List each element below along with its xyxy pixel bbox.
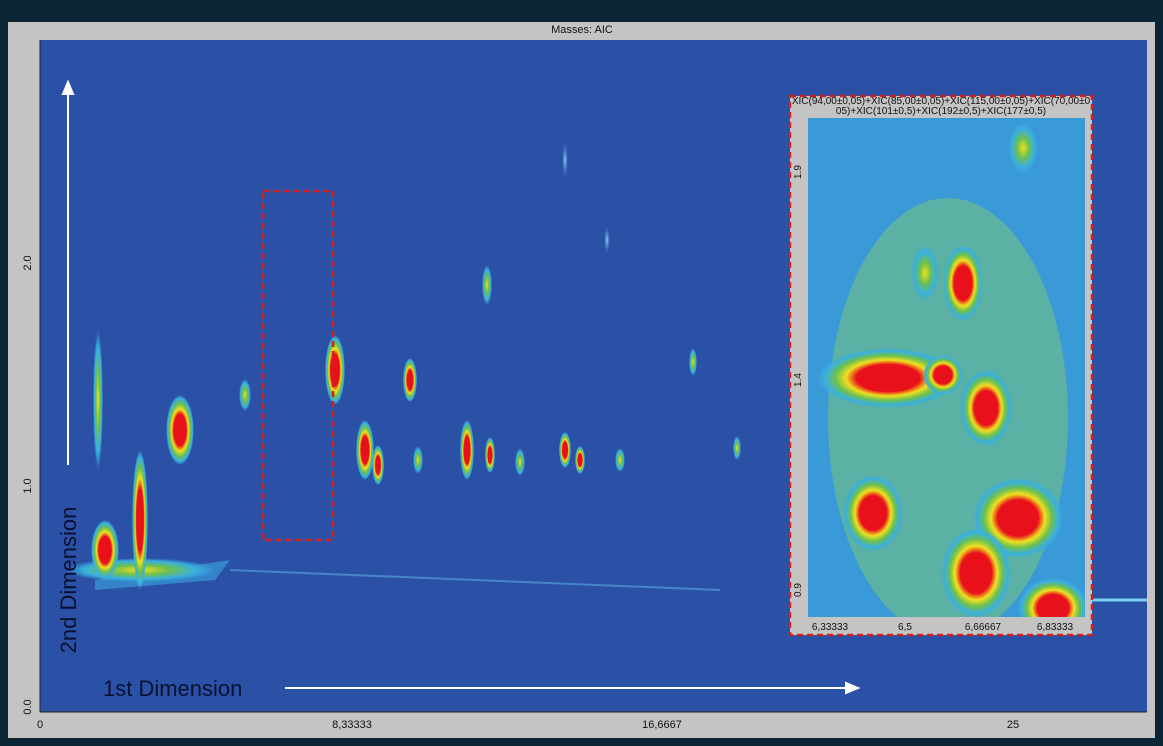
- x-tick-label: 0: [37, 719, 43, 731]
- x-tick-label: 16,6667: [642, 719, 682, 731]
- y-axis-label: 2nd Dimension: [56, 507, 81, 654]
- inset-y-tick-label: 1.9: [793, 165, 804, 179]
- inset-plot: [808, 118, 1088, 638]
- inset: XIC(94,00±0,05)+XIC(85,00±0,05)+XIC(115,…: [790, 96, 1092, 638]
- x-tick-label: 8,33333: [332, 719, 372, 731]
- inset-x-tick-label: 6,66667: [965, 622, 1002, 633]
- inset-y-tick-label: 0.9: [793, 583, 804, 597]
- y-tick-label: 1.0: [22, 478, 34, 493]
- x-axis-label: 1st Dimension: [103, 676, 242, 701]
- plot-title: Masses: AIC: [551, 24, 613, 36]
- inset-x-tick-label: 6,5: [898, 622, 912, 633]
- inset-x-tick-label: 6,83333: [1037, 622, 1074, 633]
- x-tick-label: 25: [1007, 719, 1019, 731]
- inset-x-tick-label: 6,33333: [812, 622, 849, 633]
- y-tick-label: 0.0: [22, 699, 34, 714]
- inset-y-tick-label: 1.4: [793, 373, 804, 387]
- screenshot: Masses: AIC 0 8,33333 16,6667 25 0.0 1.0…: [0, 0, 1163, 746]
- inset-title: 05)+XIC(101±0,5)+XIC(192±0,5)+XIC(177±0,…: [836, 106, 1046, 117]
- y-tick-label: 2.0: [22, 255, 34, 270]
